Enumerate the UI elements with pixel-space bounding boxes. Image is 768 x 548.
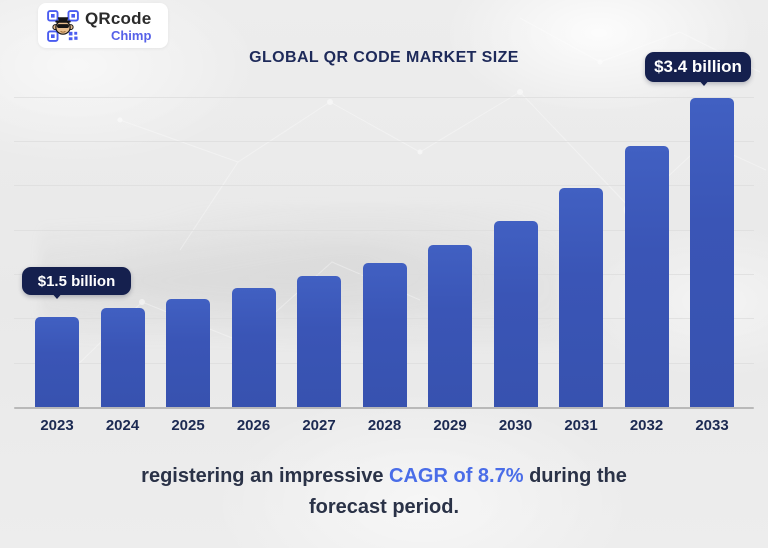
bar-slot-2024: 2024: [100, 308, 145, 434]
bar-slot-2028: 2028: [362, 263, 407, 434]
bar-slot-2032: 2032: [624, 146, 669, 434]
x-tick-label-2030: 2030: [498, 417, 533, 434]
x-tick-label-2024: 2024: [105, 417, 140, 434]
qr-chimp-icon: [47, 9, 79, 42]
chart-title: GLOBAL QR CODE MARKET SIZE: [249, 49, 519, 66]
bar-2029: [428, 245, 472, 408]
caption-highlight: CAGR of 8.7%: [389, 465, 524, 487]
cagr-caption: registering an impressive CAGR of 8.7% d…: [114, 461, 654, 523]
bar-slot-2027: 2027: [297, 276, 341, 434]
qrcode-chimp-logo[interactable]: QRcode Chimp: [38, 3, 168, 48]
gridline: [14, 141, 754, 142]
callout-2033-label: $3.4 billion: [654, 57, 742, 76]
x-tick-label-2033: 2033: [695, 417, 729, 434]
bar-slot-2023: 2023: [35, 317, 79, 434]
bar-2027: [297, 276, 341, 408]
caption-post: during the forecast period.: [308, 465, 627, 518]
bar-2033: [690, 98, 734, 408]
brand-subname: Chimp: [110, 27, 152, 43]
callout-2033-value: $3.4 billion: [645, 52, 751, 86]
bar-2028: [362, 263, 407, 408]
x-tick-label-2029: 2029: [433, 417, 467, 434]
bar-2023: [35, 317, 79, 408]
gridline: [14, 97, 754, 98]
caption-pre: registering an impressive: [141, 465, 390, 487]
bar-2030: [493, 221, 538, 408]
x-tick-label-2028: 2028: [367, 417, 402, 434]
bar-2032: [624, 146, 669, 408]
x-tick-label-2023: 2023: [40, 417, 74, 434]
x-tick-label-2027: 2027: [302, 417, 336, 434]
callout-2023-label: $1.5 billion: [37, 272, 116, 290]
bar-2025: [166, 299, 210, 408]
x-tick-label-2031: 2031: [564, 417, 598, 434]
bar-slot-2025: 2025: [166, 299, 210, 434]
chart-plot-area: 2023 2024 2025 2026 2027 2028 2029 2030 2031 2032…: [14, 97, 754, 434]
gridline: [14, 230, 754, 231]
bar-slot-2029: 2029: [428, 245, 472, 434]
x-tick-label-2025: 2025: [171, 417, 205, 434]
gridline: [14, 185, 754, 186]
bar-slot-2026: 2026: [231, 288, 276, 434]
brand-name: QRcode: [85, 8, 152, 28]
bar-2024: [100, 308, 145, 408]
x-axis-line: [14, 407, 754, 409]
bar-slot-2031: 2031: [559, 188, 603, 434]
bar-2031: [559, 188, 603, 408]
bars-row: 2023 2024 2025 2026 2027 2028 2029 2030 2031 2032…: [35, 98, 734, 434]
callout-2023-value: $1.5 billion: [22, 267, 131, 299]
bar-2026: [231, 288, 276, 408]
x-tick-label-2026: 2026: [236, 417, 271, 434]
bar-slot-2033: 2033: [690, 98, 734, 434]
x-tick-label-2032: 2032: [629, 417, 664, 434]
bar-slot-2030: 2030: [493, 221, 538, 434]
